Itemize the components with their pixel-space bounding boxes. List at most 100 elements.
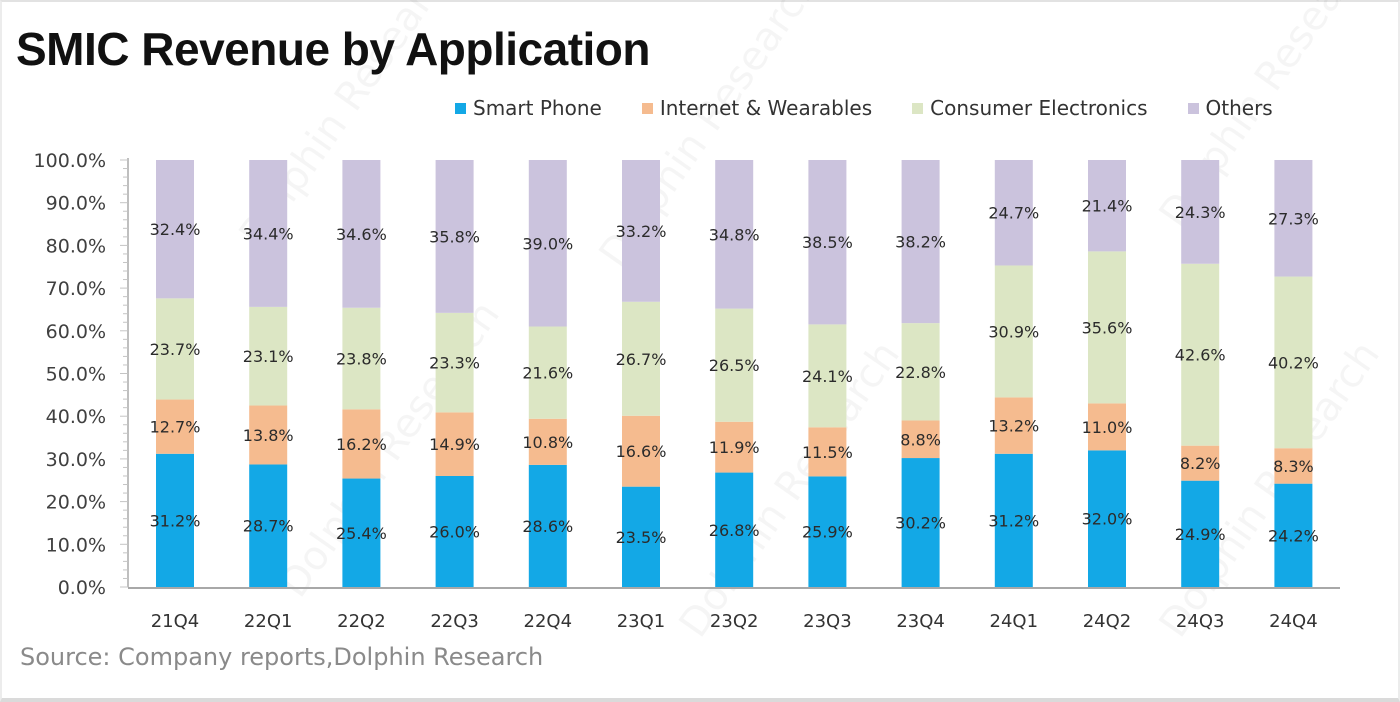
data-label-smart-phone-23q1: 23.5% xyxy=(616,528,667,547)
y-tick-label: 60.0% xyxy=(46,321,106,343)
bar-segment-others-23q1 xyxy=(622,160,660,302)
data-label-others-22q2: 34.6% xyxy=(336,225,387,244)
legend-swatch-internet-wearables xyxy=(641,102,653,114)
bar-segment-others-24q3 xyxy=(1181,160,1220,264)
data-label-consumer-electronics-22q4: 21.6% xyxy=(522,364,573,383)
data-label-internet-wearables-22q1: 13.8% xyxy=(243,426,294,445)
data-label-smart-phone-24q2: 32.0% xyxy=(1082,510,1133,529)
bar-segment-smart-phone-24q4 xyxy=(1274,483,1313,587)
legend-item-internet-wearables: Internet & Wearables xyxy=(641,96,873,120)
y-tick-label: 50.0% xyxy=(46,364,106,386)
bar-segment-others-22q4 xyxy=(528,160,567,327)
bar-segment-smart-phone-22q1 xyxy=(249,464,288,587)
data-label-smart-phone-22q3: 26.0% xyxy=(429,522,480,541)
legend-item-others: Others xyxy=(1187,96,1273,120)
bar-segment-consumer-electronics-23q4 xyxy=(901,323,940,421)
data-label-others-23q1: 33.2% xyxy=(616,222,667,241)
data-label-smart-phone-24q3: 24.9% xyxy=(1175,525,1226,544)
data-label-others-21q4: 32.4% xyxy=(150,220,201,239)
bar-segment-others-22q2 xyxy=(342,160,381,308)
x-axis: 21Q4 22Q1 22Q2 22Q3 22Q4 23Q1 23Q2 23Q3 23Q4 24Q1… xyxy=(128,587,1340,632)
legend-label-consumer-electronics: Consumer Electronics xyxy=(930,96,1148,120)
data-label-others-23q2: 34.8% xyxy=(709,225,760,244)
data-label-others-23q3: 38.5% xyxy=(802,233,853,252)
data-label-others-22q3: 35.8% xyxy=(429,227,480,246)
data-label-internet-wearables-23q1: 16.6% xyxy=(616,442,667,461)
y-tick-label: 30.0% xyxy=(46,449,106,471)
y-tick-label: 70.0% xyxy=(46,278,106,300)
bar-segment-internet-wearables-22q1 xyxy=(249,405,288,465)
bar-segment-consumer-electronics-22q1 xyxy=(249,306,288,406)
data-label-consumer-electronics-24q2: 35.6% xyxy=(1082,318,1133,337)
y-tick-label: 90.0% xyxy=(46,193,106,215)
x-tick-label: 23Q4 xyxy=(896,611,945,632)
bar-segment-smart-phone-22q2 xyxy=(342,478,381,587)
data-label-others-22q4: 39.0% xyxy=(522,234,573,253)
legend-item-smart-phone: Smart Phone xyxy=(455,96,602,120)
bar-segment-internet-wearables-23q3 xyxy=(808,427,847,477)
y-tick-label: 40.0% xyxy=(46,406,106,428)
source-note: Source: Company reports,Dolphin Research xyxy=(20,643,544,671)
data-label-consumer-electronics-24q1: 30.9% xyxy=(988,322,1039,341)
bar-segment-internet-wearables-24q3 xyxy=(1181,445,1220,481)
bar-segment-internet-wearables-24q1 xyxy=(994,397,1033,454)
x-tick-label: 24Q1 xyxy=(990,611,1039,632)
legend-label-internet-wearables: Internet & Wearables xyxy=(659,96,873,120)
data-label-smart-phone-21q4: 31.2% xyxy=(150,511,201,530)
bar-segment-others-23q4 xyxy=(901,160,940,324)
data-label-internet-wearables-24q3: 8.2% xyxy=(1180,454,1221,473)
legend-label-others: Others xyxy=(1205,96,1273,120)
bar-segment-smart-phone-22q4 xyxy=(528,464,567,587)
bar-segment-internet-wearables-24q4 xyxy=(1274,448,1313,484)
chart-title: SMIC Revenue by Application xyxy=(16,23,651,75)
legend-swatch-smart-phone xyxy=(455,102,466,114)
bar-segment-consumer-electronics-24q2 xyxy=(1088,251,1126,404)
bar-segment-smart-phone-24q3 xyxy=(1181,480,1220,587)
data-label-others-24q3: 24.3% xyxy=(1175,203,1226,222)
data-labels-layer: 31.2% 12.7% 23.7% 32.4% 28.7% 13.8% 23.1% 34.4%… xyxy=(150,197,1319,547)
legend-swatch-others xyxy=(1187,102,1199,114)
y-tick-label: 20.0% xyxy=(46,492,106,514)
bar-segment-consumer-electronics-23q1 xyxy=(622,301,660,416)
data-label-others-22q1: 34.4% xyxy=(243,224,294,243)
bar-segment-consumer-electronics-22q2 xyxy=(342,307,381,410)
bar-segment-internet-wearables-23q1 xyxy=(622,415,660,487)
y-tick-label: 100.0% xyxy=(34,150,106,172)
data-label-others-24q4: 27.3% xyxy=(1268,209,1319,228)
bars-layer xyxy=(156,160,1313,587)
data-label-consumer-electronics-23q1: 26.7% xyxy=(616,350,667,369)
y-tick-label: 10.0% xyxy=(46,534,106,556)
data-label-internet-wearables-22q2: 16.2% xyxy=(336,435,387,454)
watermark-text: Dolphin Research xyxy=(671,333,909,646)
bar-segment-internet-wearables-23q4 xyxy=(901,420,940,459)
data-label-consumer-electronics-22q1: 23.1% xyxy=(243,347,294,366)
data-label-smart-phone-22q2: 25.4% xyxy=(336,524,387,543)
data-label-consumer-electronics-24q3: 42.6% xyxy=(1175,346,1226,365)
x-tick-label: 22Q3 xyxy=(430,611,479,632)
data-label-consumer-electronics-23q3: 24.1% xyxy=(802,367,853,386)
bar-segment-others-24q1 xyxy=(994,160,1033,266)
y-axis: 0.0% 10.0% 20.0% 30.0% 40.0% 50.0% 60.0% 70.0% 8… xyxy=(34,150,129,599)
x-tick-label: 22Q1 xyxy=(244,611,293,632)
data-label-internet-wearables-24q1: 13.2% xyxy=(988,417,1039,436)
bar-segment-smart-phone-23q2 xyxy=(715,472,754,587)
data-label-internet-wearables-24q2: 11.0% xyxy=(1082,418,1133,437)
bar-segment-consumer-electronics-24q1 xyxy=(994,265,1033,398)
data-label-internet-wearables-22q3: 14.9% xyxy=(429,435,480,454)
bar-segment-smart-phone-22q3 xyxy=(435,475,474,587)
bar-segment-others-24q4 xyxy=(1274,160,1313,277)
data-label-smart-phone-22q4: 28.6% xyxy=(522,517,573,536)
data-label-others-23q4: 38.2% xyxy=(895,233,946,252)
bar-segment-others-21q4 xyxy=(156,160,194,299)
bar-segment-smart-phone-23q3 xyxy=(808,476,847,587)
bar-segment-internet-wearables-21q4 xyxy=(156,399,194,454)
data-label-consumer-electronics-21q4: 23.7% xyxy=(150,340,201,359)
data-label-consumer-electronics-23q2: 26.5% xyxy=(709,356,760,375)
bar-segment-consumer-electronics-24q3 xyxy=(1181,263,1220,446)
bar-segment-internet-wearables-22q2 xyxy=(342,409,381,479)
x-tick-label: 24Q2 xyxy=(1083,611,1132,632)
data-label-internet-wearables-22q4: 10.8% xyxy=(522,433,573,452)
bar-segment-internet-wearables-24q2 xyxy=(1088,403,1126,451)
data-label-internet-wearables-21q4: 12.7% xyxy=(150,418,201,437)
data-label-consumer-electronics-22q3: 23.3% xyxy=(429,354,480,373)
